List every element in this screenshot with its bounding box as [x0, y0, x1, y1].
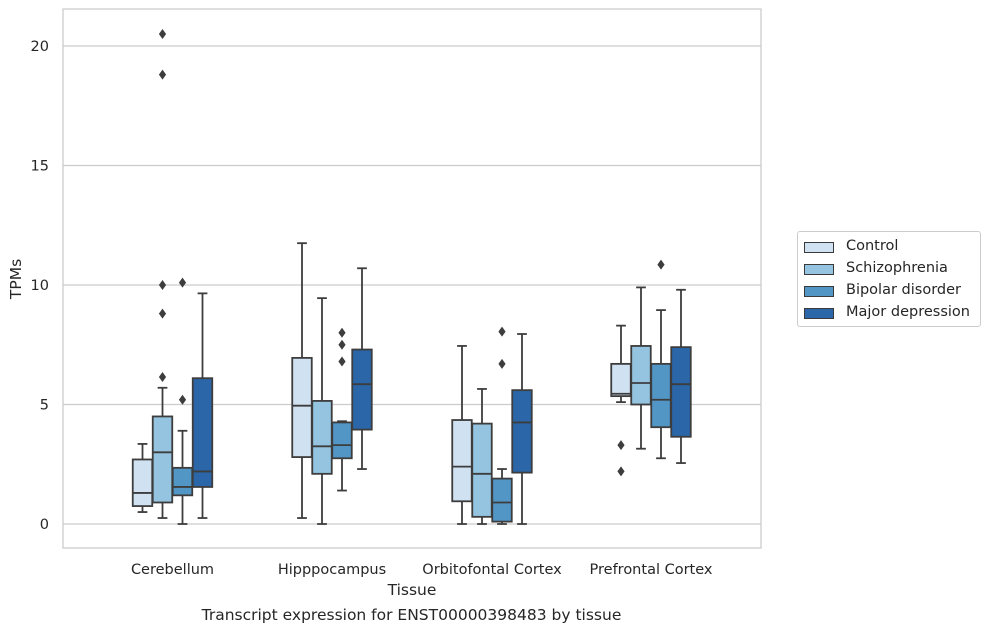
outlier-point: [158, 69, 167, 80]
box-iqr: [311, 400, 333, 475]
box-iqr: [471, 422, 493, 518]
legend-entry-control: Control: [804, 236, 979, 256]
legend-label-bipolar-disorder: Bipolar disorder: [846, 282, 961, 298]
box-iqr: [511, 389, 533, 474]
legend-label-schizophrenia: Schizophrenia: [846, 260, 948, 276]
plot-area-frame: [62, 8, 762, 549]
x-axis-label: Tissue: [387, 581, 437, 599]
box-plot-marks: [131, 29, 692, 525]
box-schizophrenia-cerebellum: [151, 29, 174, 519]
legend-label-major-depression: Major depression: [846, 304, 970, 320]
box-major-depression-cerebellum: [191, 292, 214, 519]
y-tick-label-5: 5: [40, 398, 49, 414]
legend-swatch-major-depression: [804, 308, 834, 319]
outlier-point: [338, 339, 346, 350]
outlier-point: [617, 440, 625, 451]
box-iqr: [491, 477, 513, 523]
outlier-point: [657, 259, 665, 270]
box-bipolar-disorder-hipppocampus: [331, 327, 353, 492]
x-tick-label-hipppocampus: Hipppocampus: [278, 562, 386, 578]
outlier-point: [178, 277, 187, 288]
legend-entry-schizophrenia: Schizophrenia: [804, 258, 979, 278]
box-iqr: [291, 356, 313, 458]
x-tick-label-orbitofontal-cortex: Orbitofontal Cortex: [422, 562, 562, 578]
box-schizophrenia-prefrontal-cortex: [630, 286, 652, 450]
box-iqr: [650, 362, 672, 429]
y-tick-label-15: 15: [31, 159, 49, 175]
x-tick-label-cerebellum: Cerebellum: [131, 562, 214, 578]
y-tick-label-20: 20: [31, 39, 49, 55]
legend-entry-bipolar-disorder: Bipolar disorder: [804, 280, 979, 300]
outlier-point: [498, 326, 506, 337]
box-major-depression-orbitofontal-cortex: [511, 333, 533, 525]
box-iqr: [351, 348, 373, 431]
box-major-depression-prefrontal-cortex: [670, 288, 692, 464]
box-control-cerebellum: [131, 443, 154, 513]
box-bipolar-disorder-orbitofontal-cortex: [491, 326, 513, 525]
box-bipolar-disorder-cerebellum: [171, 277, 194, 525]
legend-entry-major-depression: Major depression: [804, 302, 979, 322]
outlier-point: [158, 29, 167, 40]
box-iqr: [331, 421, 353, 460]
outlier-point: [338, 327, 346, 338]
legend: Control Schizophrenia Bipolar disorder M…: [797, 231, 981, 327]
box-iqr: [151, 415, 174, 504]
box-schizophrenia-orbitofontal-cortex: [471, 388, 493, 525]
box-iqr: [171, 466, 194, 497]
box-schizophrenia-hipppocampus: [311, 297, 333, 525]
box-iqr: [451, 419, 473, 503]
box-iqr: [191, 377, 214, 488]
box-iqr: [670, 346, 692, 438]
box-major-depression-hipppocampus: [351, 267, 373, 470]
outlier-point: [338, 356, 346, 367]
box-control-prefrontal-cortex: [610, 324, 632, 477]
x-axis: Cerebellum Hipppocampus Orbitofontal Corte…: [131, 562, 713, 578]
legend-label-control: Control: [846, 238, 899, 254]
x-tick-label-prefrontal-cortex: Prefrontal Cortex: [590, 562, 713, 578]
outlier-point: [178, 394, 187, 405]
outlier-point: [158, 280, 167, 290]
box-control-orbitofontal-cortex: [451, 345, 473, 525]
y-axis: 0 5 10 15 20: [31, 39, 49, 533]
y-tick-label-0: 0: [40, 517, 49, 533]
y-tick-label-10: 10: [31, 278, 49, 294]
legend-swatch-control: [804, 242, 834, 253]
box-control-hipppocampus: [291, 242, 313, 519]
legend-swatch-bipolar-disorder: [804, 286, 834, 297]
box-iqr: [610, 362, 632, 398]
chart-caption: Transcript expression for ENST0000039848…: [201, 606, 622, 624]
legend-swatch-schizophrenia: [804, 264, 834, 275]
box-iqr: [630, 345, 652, 406]
outlier-point: [498, 358, 506, 369]
outlier-point: [617, 466, 625, 477]
outlier-point: [158, 372, 167, 383]
box-iqr: [131, 458, 154, 507]
outlier-point: [158, 308, 167, 319]
box-bipolar-disorder-prefrontal-cortex: [650, 259, 672, 460]
y-axis-label: TPMs: [7, 259, 25, 300]
